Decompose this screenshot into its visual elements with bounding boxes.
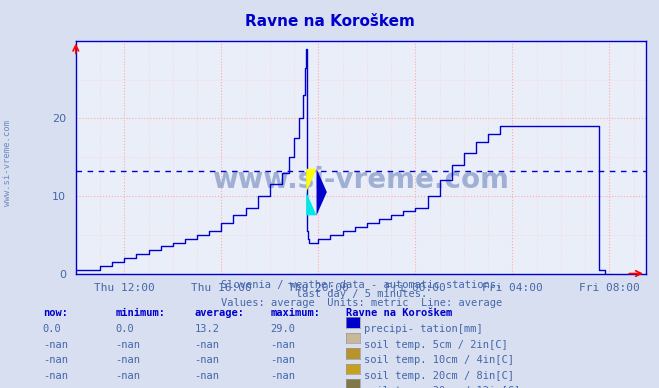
Text: average:: average: (194, 308, 244, 319)
Text: -nan: -nan (115, 371, 140, 381)
Text: soil temp. 30cm / 12in[C]: soil temp. 30cm / 12in[C] (364, 386, 521, 388)
Polygon shape (306, 169, 316, 192)
Text: -nan: -nan (194, 355, 219, 365)
Text: soil temp. 5cm / 2in[C]: soil temp. 5cm / 2in[C] (364, 340, 508, 350)
Text: -nan: -nan (43, 371, 68, 381)
Text: now:: now: (43, 308, 68, 319)
Text: -nan: -nan (194, 371, 219, 381)
Text: precipi- tation[mm]: precipi- tation[mm] (364, 324, 483, 334)
Text: www.si-vreme.com: www.si-vreme.com (212, 166, 509, 194)
Text: soil temp. 20cm / 8in[C]: soil temp. 20cm / 8in[C] (364, 371, 515, 381)
Polygon shape (316, 169, 327, 215)
Text: -nan: -nan (115, 340, 140, 350)
Text: Ravne na Koroškem: Ravne na Koroškem (346, 308, 452, 319)
Text: -nan: -nan (194, 386, 219, 388)
Text: soil temp. 10cm / 4in[C]: soil temp. 10cm / 4in[C] (364, 355, 515, 365)
Text: 29.0: 29.0 (270, 324, 295, 334)
Text: -nan: -nan (270, 340, 295, 350)
Text: 0.0: 0.0 (115, 324, 134, 334)
Text: -nan: -nan (43, 355, 68, 365)
Text: -nan: -nan (115, 355, 140, 365)
Text: -nan: -nan (270, 355, 295, 365)
Text: www.si-vreme.com: www.si-vreme.com (3, 120, 13, 206)
Text: Values: average  Units: metric  Line: average: Values: average Units: metric Line: aver… (221, 298, 501, 308)
Text: -nan: -nan (115, 386, 140, 388)
Text: -nan: -nan (43, 340, 68, 350)
Text: -nan: -nan (270, 371, 295, 381)
Text: Slovenia / weather data - automatic stations.: Slovenia / weather data - automatic stat… (221, 280, 501, 290)
Text: minimum:: minimum: (115, 308, 165, 319)
Polygon shape (306, 192, 316, 215)
Text: last day / 5 minutes.: last day / 5 minutes. (295, 289, 427, 299)
Text: 0.0: 0.0 (43, 324, 61, 334)
Text: 13.2: 13.2 (194, 324, 219, 334)
Text: maximum:: maximum: (270, 308, 320, 319)
Text: Ravne na Koroškem: Ravne na Koroškem (244, 14, 415, 29)
Text: -nan: -nan (270, 386, 295, 388)
Text: -nan: -nan (43, 386, 68, 388)
Text: -nan: -nan (194, 340, 219, 350)
